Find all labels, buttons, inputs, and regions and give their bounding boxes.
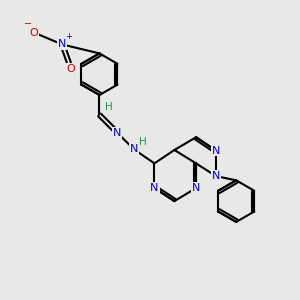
Text: N: N [113,128,122,138]
Text: −: − [24,19,32,29]
Text: N: N [58,40,67,50]
Text: H: H [105,102,113,112]
Text: O: O [67,64,76,74]
Text: N: N [212,146,220,156]
Text: H: H [139,137,147,147]
Text: N: N [150,183,159,193]
Text: O: O [30,28,38,38]
Text: N: N [192,183,200,193]
Text: +: + [65,32,72,41]
Text: N: N [130,144,138,154]
Text: N: N [212,171,220,181]
